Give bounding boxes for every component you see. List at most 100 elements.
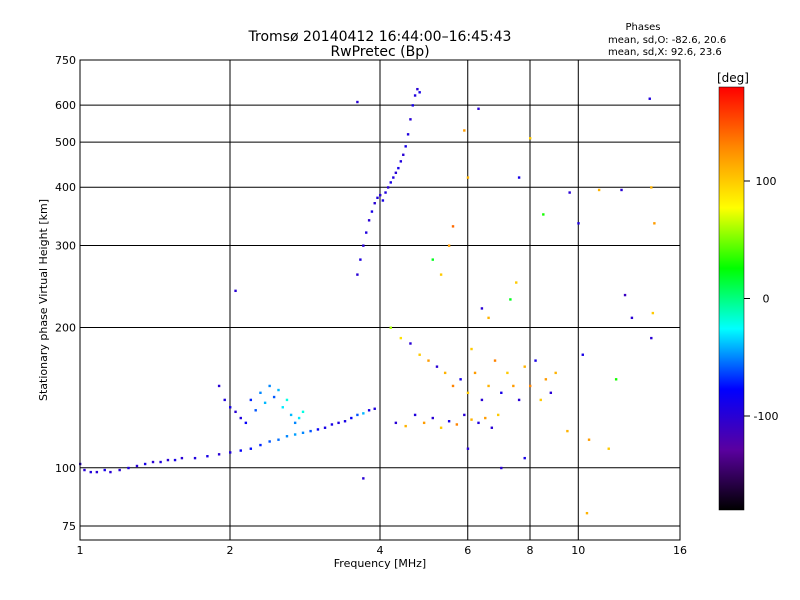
data-point bbox=[439, 426, 443, 429]
data-point bbox=[254, 409, 257, 412]
data-point bbox=[343, 420, 347, 423]
data-point bbox=[234, 410, 237, 414]
data-point bbox=[379, 193, 382, 197]
data-point bbox=[515, 281, 518, 284]
data-point bbox=[249, 398, 253, 402]
colorbar-tick-label: 100 bbox=[756, 175, 777, 188]
data-point bbox=[431, 258, 434, 261]
data-point bbox=[277, 388, 280, 392]
data-point bbox=[653, 222, 656, 225]
data-point bbox=[620, 188, 623, 192]
colorbar-tick-label: 0 bbox=[763, 293, 770, 306]
x-tick-label: 16 bbox=[673, 544, 687, 557]
data-point bbox=[451, 225, 455, 228]
y-tick-label: 500 bbox=[55, 136, 76, 149]
y-tick-label: 75 bbox=[62, 520, 76, 533]
chart-title: Tromsø 20140412 16:44:00–16:45:43 bbox=[248, 29, 512, 45]
data-point bbox=[356, 100, 359, 104]
data-point bbox=[493, 359, 497, 362]
data-point bbox=[263, 401, 267, 405]
data-point bbox=[330, 423, 334, 426]
data-point bbox=[394, 171, 398, 174]
data-point bbox=[568, 191, 571, 194]
data-point bbox=[268, 440, 271, 443]
data-point bbox=[384, 191, 387, 194]
data-point bbox=[309, 429, 312, 433]
data-point bbox=[549, 391, 553, 395]
data-point bbox=[585, 511, 589, 515]
data-point bbox=[293, 433, 297, 436]
data-point bbox=[517, 398, 521, 402]
data-point bbox=[323, 426, 327, 429]
data-point bbox=[534, 359, 537, 362]
data-point bbox=[422, 421, 426, 425]
data-point bbox=[523, 365, 526, 368]
data-point bbox=[259, 443, 262, 447]
data-point bbox=[477, 421, 480, 425]
data-point bbox=[418, 353, 421, 356]
data-point bbox=[517, 176, 521, 179]
y-tick-label: 750 bbox=[55, 54, 76, 67]
data-point bbox=[359, 258, 362, 261]
data-point bbox=[281, 406, 284, 409]
data-point bbox=[109, 470, 112, 474]
data-point bbox=[356, 273, 359, 276]
data-point bbox=[316, 428, 320, 431]
data-point bbox=[539, 398, 542, 402]
data-point bbox=[566, 429, 569, 433]
colorbar bbox=[718, 86, 745, 511]
data-point bbox=[651, 311, 655, 315]
data-point bbox=[297, 416, 301, 420]
data-point bbox=[466, 391, 470, 395]
data-point bbox=[362, 412, 365, 415]
data-point bbox=[487, 384, 490, 388]
y-axis: 75 100 200 300 400 500 600 750 bbox=[55, 54, 76, 533]
data-point bbox=[523, 456, 526, 460]
data-point bbox=[607, 447, 610, 450]
data-point bbox=[484, 416, 487, 420]
data-point bbox=[95, 470, 99, 474]
data-point bbox=[529, 384, 532, 388]
data-point bbox=[229, 451, 232, 454]
data-point bbox=[413, 413, 417, 417]
data-point bbox=[223, 398, 226, 402]
data-point bbox=[529, 137, 532, 140]
x-tick-label: 8 bbox=[527, 544, 534, 557]
data-point bbox=[554, 371, 557, 375]
data-point bbox=[435, 365, 439, 368]
data-point bbox=[447, 244, 451, 247]
y-axis-label: Stationary phase Virtual Height [km] bbox=[37, 199, 50, 401]
data-point bbox=[577, 222, 580, 225]
data-point bbox=[399, 160, 403, 163]
data-point bbox=[373, 202, 376, 205]
data-point bbox=[397, 166, 400, 170]
data-point bbox=[411, 104, 414, 107]
data-point bbox=[399, 336, 403, 340]
data-point bbox=[166, 458, 170, 462]
data-point bbox=[389, 181, 392, 184]
data-point bbox=[362, 477, 365, 480]
data-point bbox=[500, 466, 503, 470]
data-point bbox=[135, 464, 139, 468]
data-point bbox=[581, 353, 584, 356]
data-point bbox=[159, 460, 162, 464]
data-point bbox=[459, 378, 462, 381]
data-point bbox=[509, 298, 512, 301]
data-point bbox=[463, 413, 466, 417]
data-point bbox=[418, 91, 421, 94]
data-point bbox=[301, 410, 305, 414]
data-point bbox=[473, 371, 477, 375]
data-point bbox=[362, 244, 365, 247]
x-tick-label: 1 bbox=[77, 544, 84, 557]
data-point bbox=[206, 455, 209, 458]
data-point bbox=[83, 468, 86, 472]
data-point bbox=[480, 307, 484, 310]
data-point bbox=[118, 468, 121, 472]
data-point bbox=[143, 462, 147, 466]
data-point bbox=[455, 423, 459, 426]
data-point bbox=[180, 456, 184, 460]
data-point bbox=[337, 421, 340, 425]
plot-frame bbox=[79, 59, 681, 541]
phases-line-o: mean, sd,O: -82.6, 20.6 bbox=[608, 35, 726, 46]
